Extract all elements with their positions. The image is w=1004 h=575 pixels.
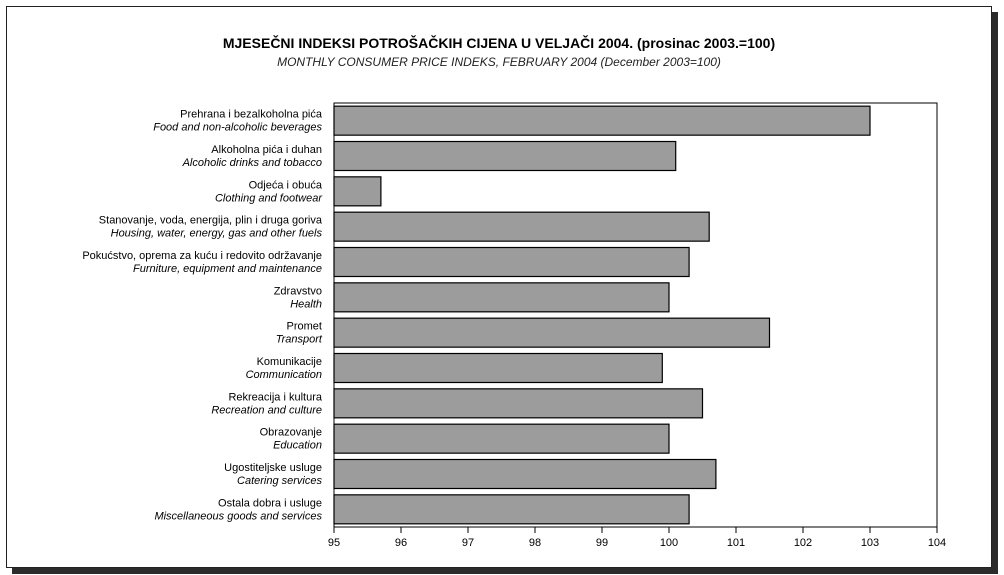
category-label: Zdravstvo — [274, 285, 322, 297]
bar — [333, 494, 690, 525]
bar — [333, 458, 717, 490]
category-label: Obrazovanje — [260, 427, 322, 439]
x-tick-label: 97 — [462, 537, 474, 549]
category-label-en: Catering services — [237, 475, 322, 487]
bar — [333, 282, 670, 313]
category-label-en: Food and non-alcoholic beverages — [153, 122, 322, 134]
bar — [333, 423, 670, 454]
category-label: Ostala dobra i usluge — [218, 497, 322, 509]
x-tick-label: 101 — [727, 537, 745, 549]
x-tick-label: 95 — [328, 537, 340, 549]
category-label: Ugostiteljske usluge — [224, 462, 322, 474]
category-label-en: Recreation and culture — [211, 404, 322, 416]
chart-subtitle: MONTHLY CONSUMER PRICE INDEKS, FEBRUARY … — [277, 55, 721, 69]
category-label-en: Clothing and footwear — [215, 192, 323, 204]
plot-area — [333, 102, 938, 528]
bar — [333, 105, 871, 136]
bar — [333, 352, 663, 384]
x-tick-label: 104 — [928, 537, 946, 549]
x-tick-label: 102 — [794, 537, 812, 549]
category-label-en: Health — [290, 298, 322, 310]
category-label: Pokućstvo, oprema za kuću i redovito odr… — [82, 250, 322, 262]
x-tick-label: 103 — [861, 537, 879, 549]
bar — [333, 176, 382, 207]
bar — [333, 317, 771, 348]
category-label-en: Transport — [276, 334, 323, 346]
bar — [333, 246, 690, 278]
category-label-en: Alcoholic drinks and tobacco — [182, 157, 322, 169]
category-label-en: Education — [273, 440, 322, 452]
bar — [333, 140, 677, 172]
bar — [333, 388, 704, 419]
x-tick-label: 96 — [395, 537, 407, 549]
x-tick-label: 100 — [660, 537, 678, 549]
x-tick-label: 98 — [529, 537, 541, 549]
category-label: Stanovanje, voda, energija, plin i druga… — [99, 215, 323, 227]
category-label: Komunikacije — [257, 356, 322, 368]
category-label: Promet — [287, 321, 322, 333]
bar — [333, 211, 710, 242]
chart-title: MJESEČNI INDEKSI POTROŠAČKIH CIJENA U VE… — [222, 35, 776, 51]
category-label: Odjeća i obuća — [249, 179, 323, 191]
category-label: Alkoholna pića i duhan — [211, 144, 322, 156]
category-label-en: Communication — [246, 369, 322, 381]
category-label: Prehrana i bezalkoholna pića — [180, 109, 323, 121]
category-label-en: Miscellaneous goods and services — [154, 510, 322, 522]
category-label-en: Housing, water, energy, gas and other fu… — [111, 228, 323, 240]
category-label-en: Furniture, equipment and maintenance — [133, 263, 322, 275]
category-label: Rekreacija i kultura — [228, 391, 322, 403]
x-tick-label: 99 — [596, 537, 608, 549]
